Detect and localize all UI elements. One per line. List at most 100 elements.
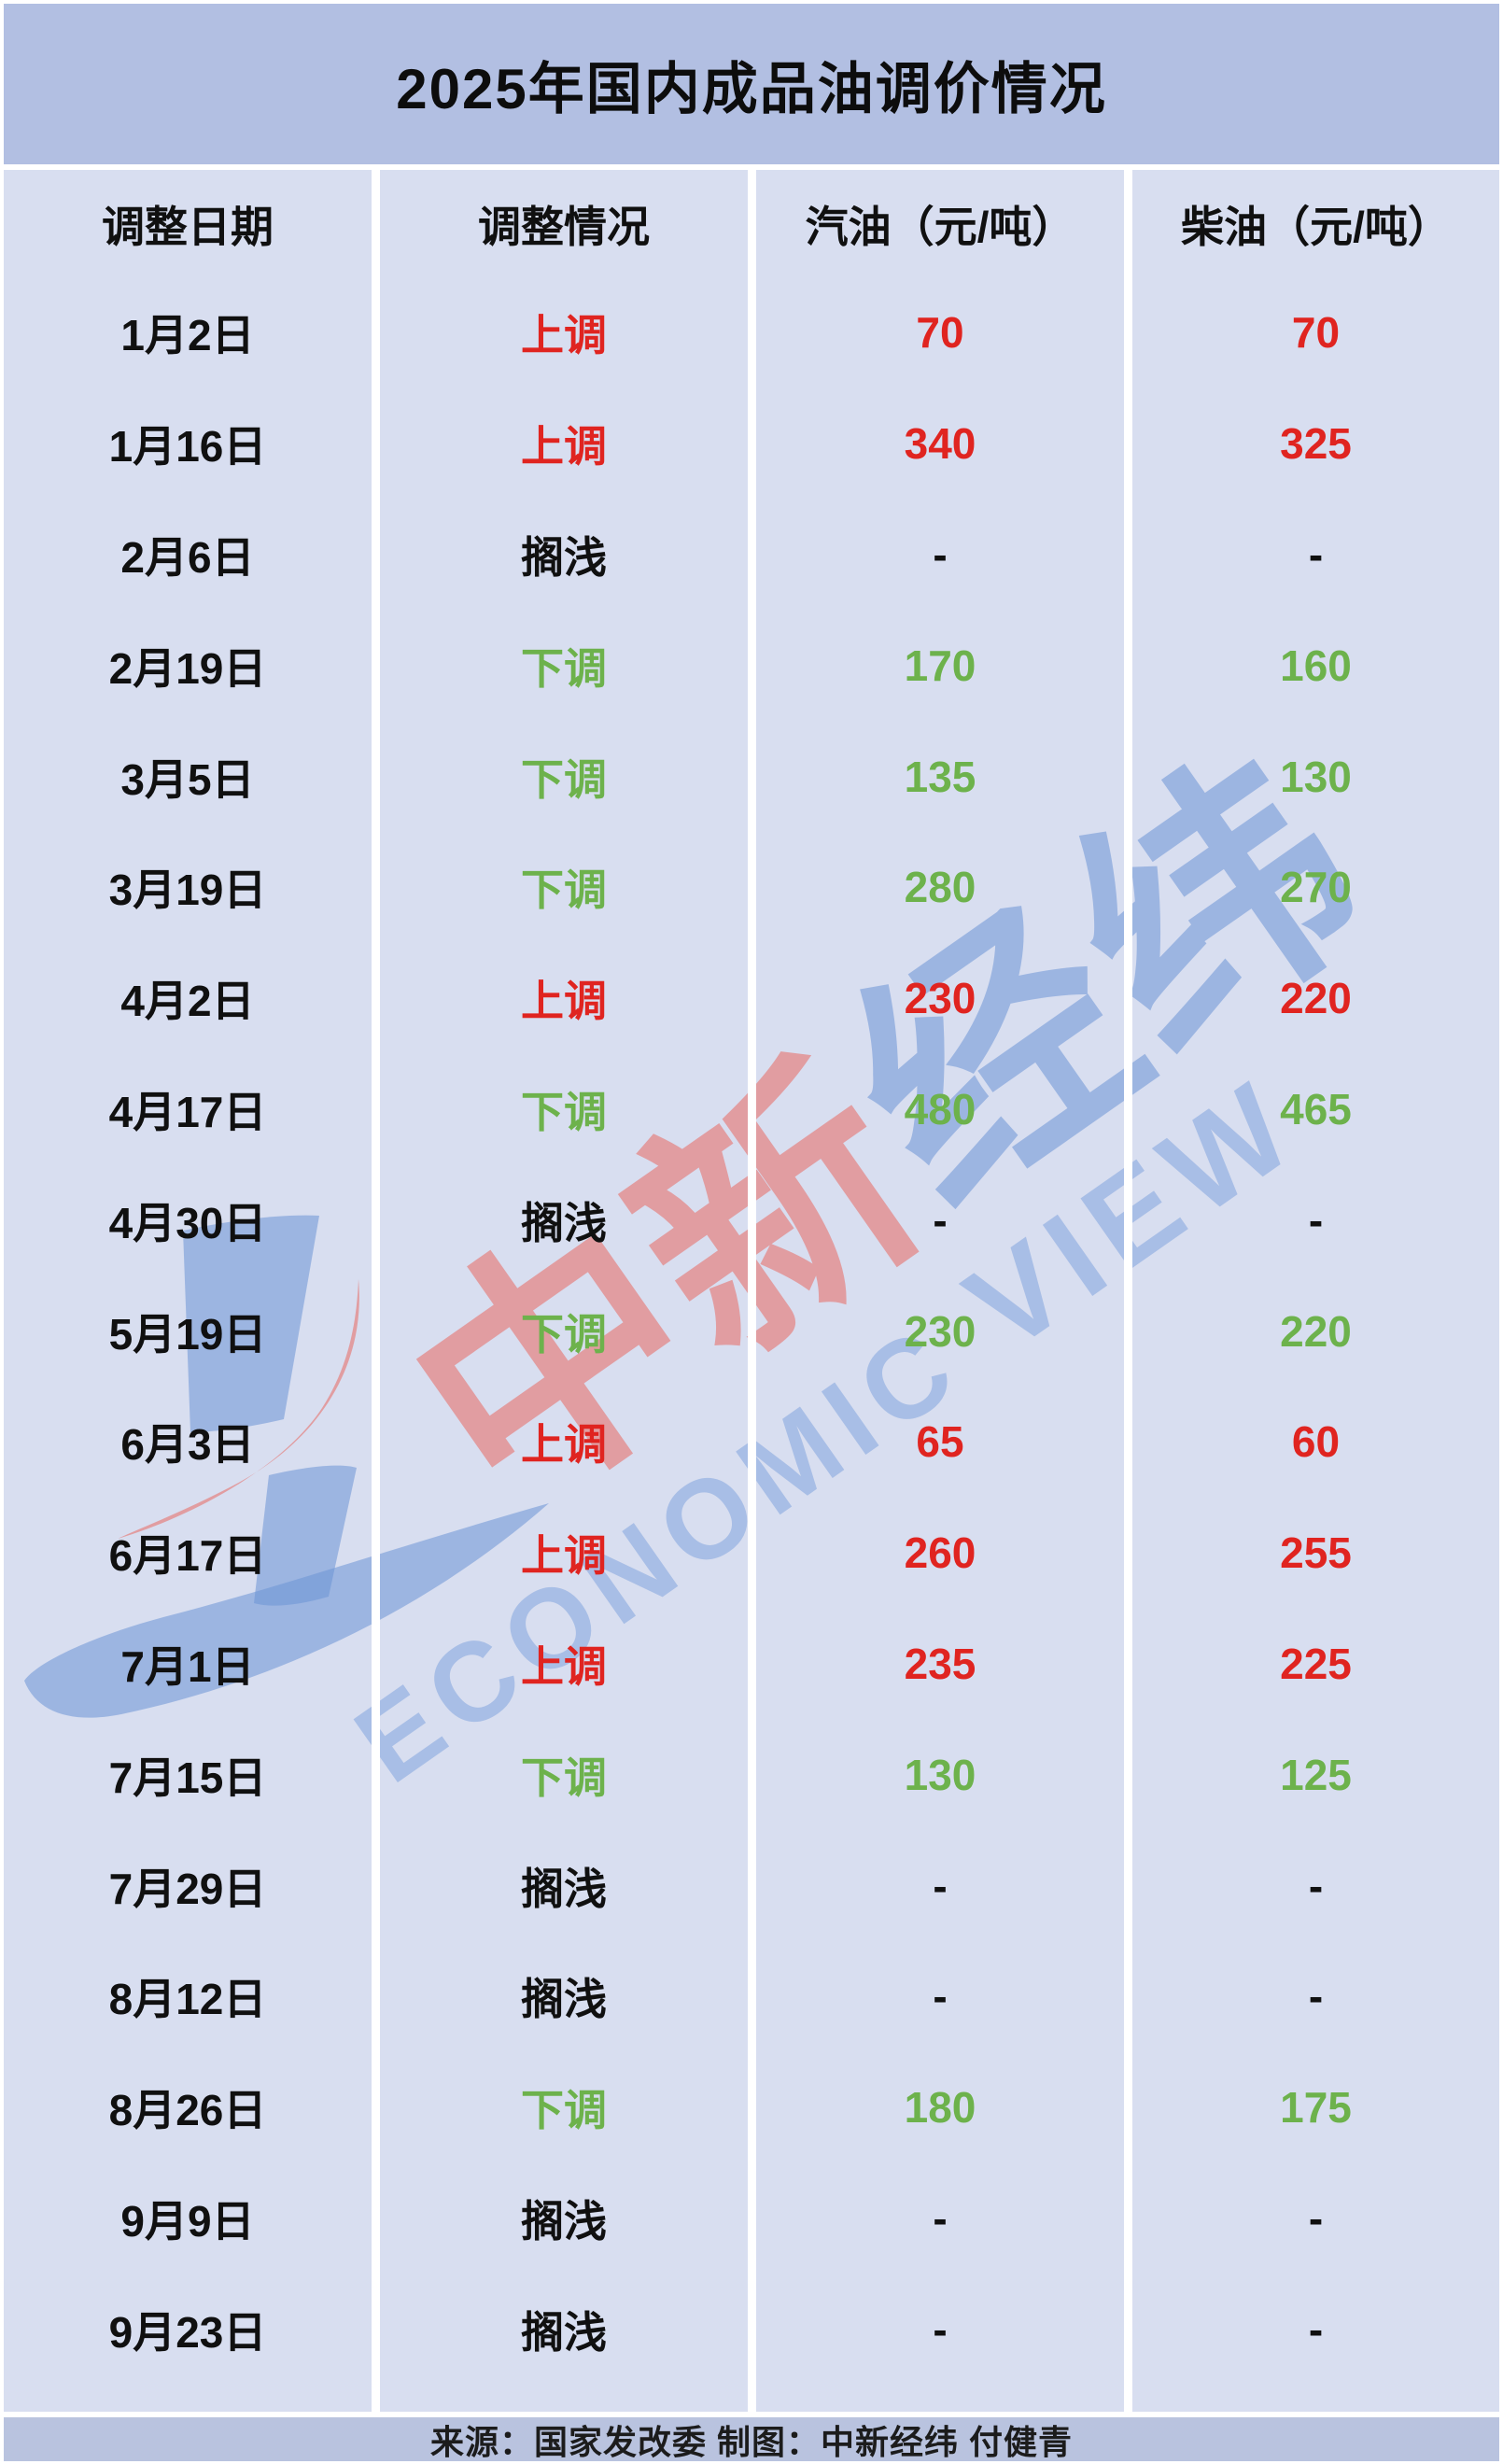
column-separator	[748, 170, 756, 2412]
row-date: 1月2日	[120, 311, 255, 360]
row-action: 上调	[521, 422, 607, 472]
row-diesel: -	[1308, 1861, 1324, 1910]
table-row: 4月30日 搁浅 - -	[4, 1164, 1499, 1275]
row-action: 搁浅	[521, 1975, 607, 2024]
table-row: 4月17日 下调 480 465	[4, 1054, 1499, 1165]
table-row: 7月29日 搁浅 - -	[4, 1830, 1499, 1941]
row-action: 上调	[521, 311, 607, 360]
row-gasoline: 480	[904, 1084, 976, 1133]
table-row: 6月3日 上调 65 60	[4, 1387, 1499, 1498]
row-action: 下调	[521, 1087, 607, 1136]
row-date: 1月16日	[108, 422, 267, 472]
table-row: 1月16日 上调 340 325	[4, 388, 1499, 500]
row-action: 搁浅	[521, 2196, 607, 2246]
header-gasoline: 汽油（元/吨）	[805, 202, 1075, 251]
table-area: 中新经纬 ECONOMIC VIEW 调整日期 调整情况 汽油（元/吨） 柴油（…	[0, 170, 1503, 2412]
price-table: 调整日期 调整情况 汽油（元/吨） 柴油（元/吨） 1月2日 上调 70 70 1月16…	[4, 170, 1499, 2385]
row-gasoline: 130	[904, 1750, 976, 1799]
row-action: 下调	[521, 2086, 607, 2135]
row-diesel: -	[1308, 529, 1324, 579]
row-date: 3月5日	[120, 754, 255, 804]
row-gasoline: 340	[904, 419, 976, 469]
row-gasoline: -	[933, 2193, 948, 2243]
row-date: 6月3日	[120, 1420, 255, 1470]
column-separator	[372, 170, 380, 2412]
row-date: 5月19日	[108, 1309, 267, 1359]
footer-bar: 来源：国家发改委 制图：中新经纬 付健青	[4, 2417, 1499, 2461]
row-gasoline: 280	[904, 863, 976, 912]
source-credit: 来源：国家发改委 制图：中新经纬 付健青	[429, 2422, 1073, 2461]
row-action: 上调	[521, 1641, 607, 1691]
row-action: 搁浅	[521, 2307, 607, 2357]
header-date: 调整日期	[102, 202, 274, 251]
column-separator	[1124, 170, 1132, 2412]
row-date: 2月6日	[120, 532, 255, 582]
header-action: 调整情况	[478, 202, 650, 251]
row-diesel: -	[1308, 2304, 1324, 2354]
table-row: 7月1日 上调 235 225	[4, 1609, 1499, 1720]
row-date: 6月17日	[108, 1531, 267, 1581]
row-gasoline: -	[933, 2304, 948, 2354]
row-diesel: 270	[1280, 863, 1352, 912]
table-row: 9月9日 搁浅 - -	[4, 2163, 1499, 2274]
row-diesel: 325	[1280, 419, 1352, 469]
row-diesel: 220	[1280, 974, 1352, 1023]
row-date: 2月19日	[108, 643, 267, 693]
table-body: 1月2日 上调 70 70 1月16日 上调 340 325 2月6日 搁浅 - -2月19日 下调 17…	[4, 277, 1499, 2385]
row-diesel: 130	[1280, 752, 1352, 801]
row-diesel: 255	[1280, 1528, 1352, 1578]
row-gasoline: -	[933, 1972, 948, 2021]
row-gasoline: -	[933, 1861, 948, 1910]
row-gasoline: 230	[904, 1306, 976, 1356]
row-diesel: -	[1308, 1195, 1324, 1245]
table-row: 2月19日 下调 170 160	[4, 610, 1499, 721]
row-gasoline: 230	[904, 974, 976, 1023]
table-row: 1月2日 上调 70 70	[4, 277, 1499, 388]
row-action: 上调	[521, 1531, 607, 1581]
table-row: 5月19日 下调 230 220	[4, 1275, 1499, 1387]
row-gasoline: 260	[904, 1528, 976, 1578]
table-row: 7月15日 下调 130 125	[4, 1719, 1499, 1830]
row-gasoline: 170	[904, 641, 976, 690]
header-diesel: 柴油（元/吨）	[1181, 202, 1451, 251]
row-diesel: 225	[1280, 1639, 1352, 1688]
row-gasoline: 135	[904, 752, 976, 801]
column-band-diesel	[1132, 170, 1499, 2412]
row-gasoline: -	[933, 529, 948, 579]
row-diesel: 70	[1291, 308, 1341, 358]
table-row: 8月26日 下调 180 175	[4, 2052, 1499, 2163]
row-action: 上调	[521, 1420, 607, 1470]
table-row: 3月19日 下调 280 270	[4, 832, 1499, 943]
row-date: 7月1日	[120, 1641, 255, 1691]
column-band-action	[380, 170, 748, 2412]
row-action: 搁浅	[521, 532, 607, 582]
column-band-gasoline	[756, 170, 1124, 2412]
row-action: 上调	[521, 977, 607, 1026]
page-title: 2025年国内成品油调价情况	[396, 57, 1107, 120]
row-diesel: 220	[1280, 1306, 1352, 1356]
title-bar: 2025年国内成品油调价情况	[4, 4, 1499, 164]
row-date: 4月17日	[108, 1087, 267, 1136]
row-action: 下调	[521, 1309, 607, 1359]
row-date: 7月29日	[108, 1864, 267, 1913]
row-action: 下调	[521, 1753, 607, 1802]
row-action: 下调	[521, 754, 607, 804]
row-action: 下调	[521, 643, 607, 693]
row-date: 9月9日	[120, 2196, 255, 2246]
row-date: 3月19日	[108, 866, 267, 915]
row-diesel: 160	[1280, 641, 1352, 690]
row-diesel: 465	[1280, 1084, 1352, 1133]
table-row: 9月23日 搁浅 - -	[4, 2274, 1499, 2385]
row-gasoline: -	[933, 1195, 948, 1245]
row-gasoline: 235	[904, 1639, 976, 1688]
row-diesel: 175	[1280, 2083, 1352, 2133]
row-gasoline: 65	[916, 1417, 964, 1467]
row-date: 8月26日	[108, 2086, 267, 2135]
row-action: 搁浅	[521, 1864, 607, 1913]
table-row: 3月5日 下调 135 130	[4, 721, 1499, 832]
row-date: 9月23日	[108, 2307, 267, 2357]
row-diesel: 125	[1280, 1750, 1352, 1799]
row-date: 8月12日	[108, 1975, 267, 2024]
row-diesel: 60	[1291, 1417, 1341, 1467]
